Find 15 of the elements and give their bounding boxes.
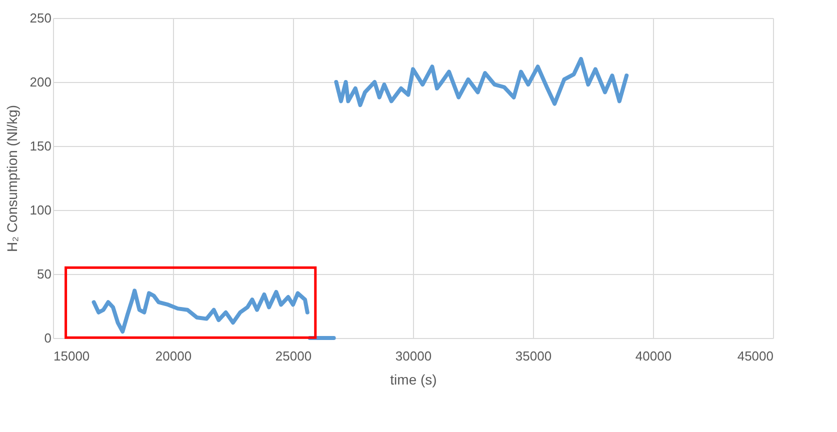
y-tick-label: 50: [37, 266, 52, 282]
y-tick-label: 150: [30, 138, 52, 154]
y-tick-label: 200: [30, 74, 52, 90]
x-tick-label: 15000: [54, 348, 90, 364]
x-tick-label: 35000: [515, 348, 552, 364]
x-tick-label: 30000: [395, 348, 432, 364]
x-tick-label: 25000: [275, 348, 312, 364]
y-tick-label: 100: [30, 202, 52, 218]
x-tick-label: 20000: [155, 348, 192, 364]
x-tick-label: 45000: [737, 348, 774, 364]
y-tick-label: 0: [44, 330, 52, 346]
x-axis-title: time (s): [390, 372, 437, 388]
y-tick-label: 250: [30, 10, 52, 26]
y-axis-title: H₂ Consumption (Nl/kg): [4, 104, 20, 252]
x-tick-label: 40000: [635, 348, 672, 364]
